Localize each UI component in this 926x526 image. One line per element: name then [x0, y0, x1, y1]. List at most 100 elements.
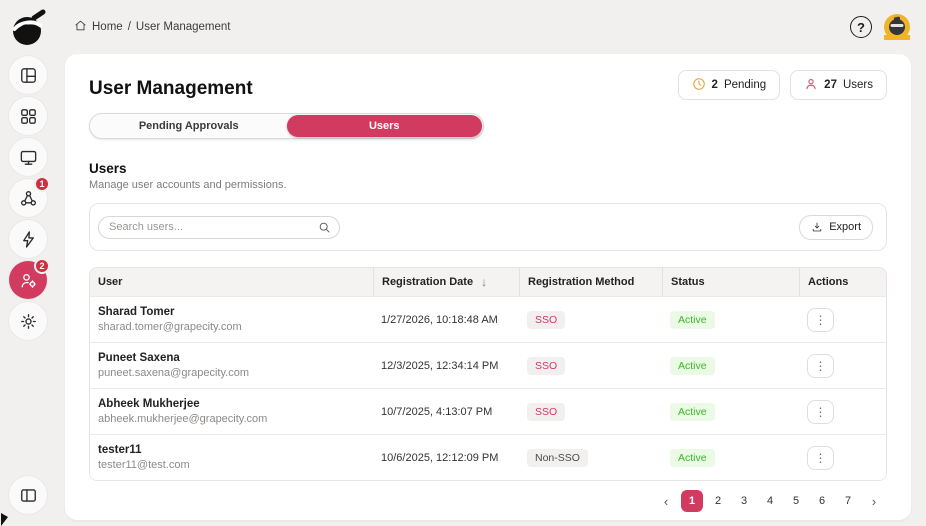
column-label: Status	[671, 276, 705, 288]
pending-count-badge[interactable]: 2 Pending	[677, 70, 781, 100]
column-header-actions[interactable]: Actions	[799, 268, 886, 296]
page-title: User Management	[89, 78, 253, 99]
settings-gear-icon	[20, 313, 36, 329]
row-actions-menu-button kebab-icon[interactable]: ⋮	[807, 307, 834, 332]
table-row: Sharad Tomer sharad.tomer@grapecity.com 1/…	[90, 296, 886, 342]
status-badge: Active	[670, 448, 715, 467]
table-row: Abheek Mukherjee abheek.mukherjee@grapeci…	[90, 388, 886, 434]
breadcrumb: Home / User Management	[74, 19, 231, 35]
main-area: Home / User Management ? User Management	[56, 0, 926, 526]
registration-date: 12/3/2025, 12:34:14 PM	[381, 359, 499, 372]
column-header-status[interactable]: Status	[662, 268, 799, 296]
monitor-icon	[20, 150, 36, 165]
column-label: Actions	[808, 276, 849, 288]
users-count: 27	[824, 79, 837, 91]
registration-date: 1/27/2026, 10:18:48 AM	[381, 313, 498, 326]
download-icon	[813, 222, 822, 232]
status-badge: Active	[670, 356, 715, 375]
layout-dashboard-icon	[20, 67, 36, 83]
breadcrumb-home[interactable]: Home	[92, 21, 123, 33]
card-header: User Management 2 Pending 27 Users	[89, 70, 887, 100]
search-wrap	[98, 215, 340, 239]
users-label: Users	[842, 79, 873, 91]
actions-cell: ⋮	[799, 445, 886, 470]
pagination-page-4[interactable]: 4	[759, 490, 781, 512]
app-logo ninja-logo-icon[interactable]	[8, 8, 48, 48]
sidebar-item-integrations[interactable]: 1	[9, 176, 50, 217]
help-icon[interactable]: ?	[850, 16, 872, 38]
method-badge: SSO	[527, 402, 566, 421]
pagination-next chevron-right-icon[interactable]: ›	[863, 490, 885, 512]
tab-users[interactable]: Users	[286, 115, 482, 137]
sidebar-item-monitor[interactable]	[9, 138, 47, 176]
registration-method-cell: Non-SSO	[519, 448, 662, 467]
search-input[interactable]	[98, 215, 340, 239]
breadcrumb-current: User Management	[135, 21, 231, 33]
tab-pending-approvals[interactable]: Pending Approvals	[138, 120, 239, 132]
export-button[interactable]: Export	[799, 214, 873, 240]
category-grid-icon	[20, 108, 36, 124]
pagination-page-1[interactable]: 1	[681, 490, 703, 512]
actions-cell: ⋮	[799, 399, 886, 424]
user-name: Abheek Mukherjee	[98, 398, 200, 410]
column-header-user[interactable]: User	[90, 268, 373, 296]
notification-badge: 1	[34, 176, 50, 192]
pagination-page-7[interactable]: 7	[837, 490, 859, 512]
sidebar-item-user-management[interactable]: 2	[9, 258, 50, 299]
pagination-page-6[interactable]: 6	[811, 490, 833, 512]
table-header-row: User Registration Date ↓ Registration Metho…	[90, 268, 886, 296]
column-label: Registration Method	[528, 276, 635, 288]
registration-method-cell: SSO	[519, 402, 662, 421]
registration-date: 10/7/2025, 4:13:07 PM	[381, 405, 493, 418]
table-row: Puneet Saxena puneet.saxena@grapecity.com…	[90, 342, 886, 388]
column-header-registration-method[interactable]: Registration Method	[519, 268, 662, 296]
user-name: tester11	[98, 444, 142, 456]
status-badge: Active	[670, 402, 715, 421]
breadcrumb-separator: /	[127, 21, 131, 33]
pagination-prev chevron-left-icon[interactable]: ‹	[655, 490, 677, 512]
method-badge: SSO	[527, 310, 566, 329]
sort-desc-arrow-icon[interactable]: ↓	[481, 275, 488, 289]
table-body: Sharad Tomer sharad.tomer@grapecity.com 1/…	[90, 296, 886, 480]
tab-group: Pending Approvals Users	[89, 113, 484, 139]
mouse-cursor	[1, 513, 8, 526]
sidebar-item-apps[interactable]	[9, 97, 47, 135]
panel-left-icon	[20, 488, 36, 502]
user-gear-icon	[20, 273, 36, 288]
status-cell: Active	[662, 402, 799, 421]
pagination-page-3[interactable]: 3	[733, 490, 755, 512]
table-row: tester11 tester11@test.com 10/6/2025, 12:1…	[90, 434, 886, 480]
column-header-registration-date[interactable]: Registration Date ↓	[373, 268, 519, 296]
collapse-sidebar-button[interactable]	[9, 476, 47, 514]
clock-icon	[692, 77, 706, 94]
pagination-page-5[interactable]: 5	[785, 490, 807, 512]
sidebar-item-activity[interactable]	[9, 220, 47, 258]
user-email: tester11@test.com	[98, 459, 190, 471]
users-count-badge[interactable]: 27 Users	[790, 70, 887, 100]
topbar-right: ?	[850, 14, 910, 40]
row-actions-menu-button kebab-icon[interactable]: ⋮	[807, 353, 834, 378]
users-table: User Registration Date ↓ Registration Metho…	[89, 267, 887, 481]
user-avatar ninja-avatar-icon[interactable]	[884, 14, 910, 40]
sidebar-item-dashboard[interactable]	[9, 56, 47, 94]
row-actions-menu-button kebab-icon[interactable]: ⋮	[807, 399, 834, 424]
section-title: Users	[89, 161, 127, 176]
pagination: ‹ 1 2 3 4 5 6 7 ›	[89, 490, 887, 512]
user-cell: Sharad Tomer sharad.tomer@grapecity.com	[90, 306, 373, 333]
user-name: Sharad Tomer	[98, 306, 175, 318]
user-cell: Puneet Saxena puneet.saxena@grapecity.com	[90, 352, 373, 379]
search-toolbar: Export	[89, 203, 887, 251]
sidebar-item-settings[interactable]	[9, 302, 47, 340]
actions-cell: ⋮	[799, 307, 886, 332]
registration-method-cell: SSO	[519, 310, 662, 329]
user-cell: Abheek Mukherjee abheek.mukherjee@grapeci…	[90, 398, 373, 425]
pagination-page-2[interactable]: 2	[707, 490, 729, 512]
method-badge: SSO	[527, 356, 566, 375]
user-management-card: User Management 2 Pending 27 Users	[65, 54, 911, 520]
status-cell: Active	[662, 448, 799, 467]
person-icon	[804, 77, 818, 94]
status-cell: Active	[662, 356, 799, 375]
row-actions-menu-button kebab-icon[interactable]: ⋮	[807, 445, 834, 470]
